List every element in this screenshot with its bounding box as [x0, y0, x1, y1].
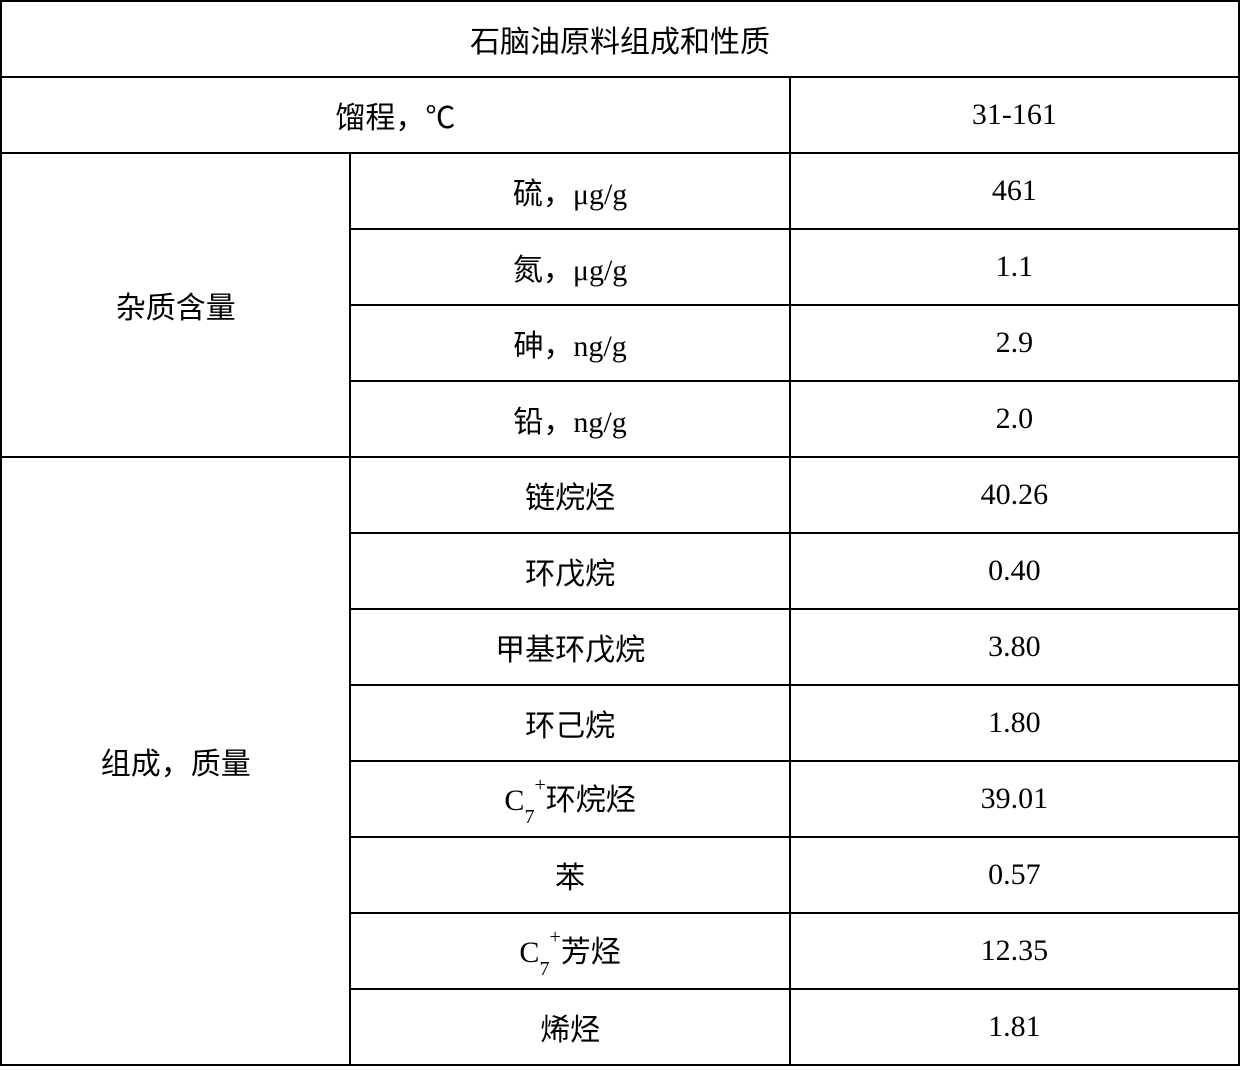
table-title: 石脑油原料组成和性质	[1, 1, 1239, 77]
composition-value: 39.01	[790, 761, 1239, 837]
composition-label-formula: C7+芳烃	[350, 913, 789, 989]
distillation-label: 馏程，℃	[1, 77, 790, 153]
impurity-value: 1.1	[790, 229, 1239, 305]
impurity-value: 461	[790, 153, 1239, 229]
impurity-group-label: 杂质含量	[1, 153, 350, 457]
composition-value: 3.80	[790, 609, 1239, 685]
composition-value: 0.57	[790, 837, 1239, 913]
composition-label: 链烷烃	[350, 457, 789, 533]
composition-value: 12.35	[790, 913, 1239, 989]
composition-label: 环己烷	[350, 685, 789, 761]
impurity-row: 杂质含量 硫，μg/g 461	[1, 153, 1239, 229]
composition-value: 1.81	[790, 989, 1239, 1065]
impurity-value: 2.9	[790, 305, 1239, 381]
impurity-label: 铅，ng/g	[350, 381, 789, 457]
composition-group-label: 组成，质量	[1, 457, 350, 1065]
composition-row: 组成，质量 链烷烃 40.26	[1, 457, 1239, 533]
distillation-row: 馏程，℃ 31-161	[1, 77, 1239, 153]
impurity-label: 氮，μg/g	[350, 229, 789, 305]
composition-label: 烯烃	[350, 989, 789, 1065]
composition-value: 40.26	[790, 457, 1239, 533]
impurity-label: 砷，ng/g	[350, 305, 789, 381]
composition-label: 环戊烷	[350, 533, 789, 609]
properties-table: 石脑油原料组成和性质 馏程，℃ 31-161 杂质含量 硫，μg/g 461 氮…	[0, 0, 1240, 1066]
composition-value: 0.40	[790, 533, 1239, 609]
composition-value: 1.80	[790, 685, 1239, 761]
title-row: 石脑油原料组成和性质	[1, 1, 1239, 77]
impurity-value: 2.0	[790, 381, 1239, 457]
composition-label: 苯	[350, 837, 789, 913]
composition-label-formula: C7+环烷烃	[350, 761, 789, 837]
composition-label: 甲基环戊烷	[350, 609, 789, 685]
distillation-value: 31-161	[790, 77, 1239, 153]
impurity-label: 硫，μg/g	[350, 153, 789, 229]
